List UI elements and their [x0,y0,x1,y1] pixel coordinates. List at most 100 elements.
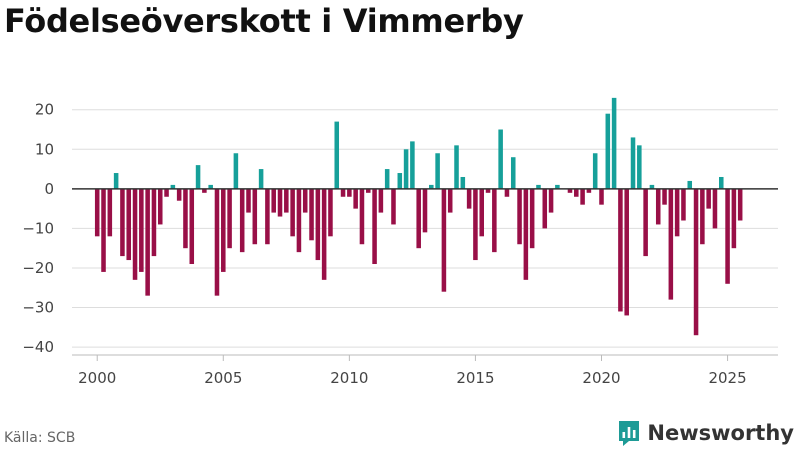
newsworthy-logo-icon [619,421,640,446]
bar [605,113,611,189]
bar [504,188,510,197]
bar [328,188,333,237]
x-tick-label: 2010 [330,369,368,387]
bar [120,188,125,257]
bar [542,188,548,229]
bar [618,188,623,312]
bar [674,188,680,237]
bar [599,188,604,205]
bar [391,188,396,225]
bar [611,97,617,189]
bar [466,188,472,209]
bar [101,188,106,272]
bar [574,188,579,197]
bar [290,188,295,237]
bar [277,188,283,217]
brand-name: Newsworthy [647,421,794,445]
bar [410,141,415,189]
bar [460,176,466,189]
bar [447,188,453,213]
bar [510,157,516,189]
bar [145,188,150,296]
y-tick-label: 20 [35,101,54,119]
x-tick-label: 2020 [582,369,620,387]
bar [366,188,371,193]
bar [113,173,119,189]
bar [227,188,232,249]
y-tick-label: −40 [22,338,54,356]
x-axis: 2000 2005 2010 2015 2020 2025 [72,354,778,387]
bar [662,188,667,205]
bar [630,137,636,189]
bar [202,188,207,193]
bar [548,188,554,213]
bar [107,188,113,237]
bar [492,188,497,253]
bar [246,188,251,213]
bar [567,188,573,193]
y-tick-label: 10 [35,140,54,158]
bar [624,188,629,316]
bar [170,184,176,189]
bar [517,188,522,245]
bar [397,173,403,189]
bar [139,188,144,272]
bar [94,188,100,237]
bar [132,188,138,280]
bar [429,184,434,189]
bar [233,153,239,189]
bar [655,188,661,225]
bar [681,188,686,221]
bar [693,188,699,336]
bar [208,184,213,189]
source-label: Källa: SCB [4,430,76,446]
bar [176,188,182,201]
bar [252,188,258,245]
bar [473,188,478,261]
bar [706,188,711,209]
bar [643,188,648,257]
bar [479,188,484,237]
bar [592,153,598,189]
bar [637,145,642,189]
bar [164,188,169,197]
bar [284,188,289,213]
bar [309,188,314,241]
bar [359,188,365,245]
bar [214,188,220,296]
bar [687,180,693,189]
bar [737,188,743,221]
bar [353,188,358,209]
bar [271,188,276,213]
x-tick-label: 2000 [78,369,116,387]
bar [258,169,264,189]
bar [183,188,188,249]
bar [498,129,503,189]
bar [523,188,529,280]
bar [416,188,421,249]
bar [239,188,245,253]
bar [441,188,447,292]
brand-logo[interactable]: Newsworthy [617,419,794,447]
bar [485,188,491,193]
y-tick-label: −10 [22,219,54,237]
bar [157,188,163,225]
bar [454,145,459,189]
bar [189,188,195,265]
bar [384,169,390,189]
bar [725,188,730,284]
bar [403,149,409,189]
y-axis: 20 10 0 −10 −20 −30 −40 [22,101,54,356]
bar [265,188,270,245]
bar [372,188,377,265]
bar [586,188,592,193]
bar [334,121,340,189]
bar [378,188,384,213]
bar [126,188,131,261]
bar [340,188,346,197]
bar [151,188,157,257]
bar [221,188,226,272]
bar [347,188,352,197]
chart-title: Födelseöverskott i Vimmerby [4,2,524,40]
